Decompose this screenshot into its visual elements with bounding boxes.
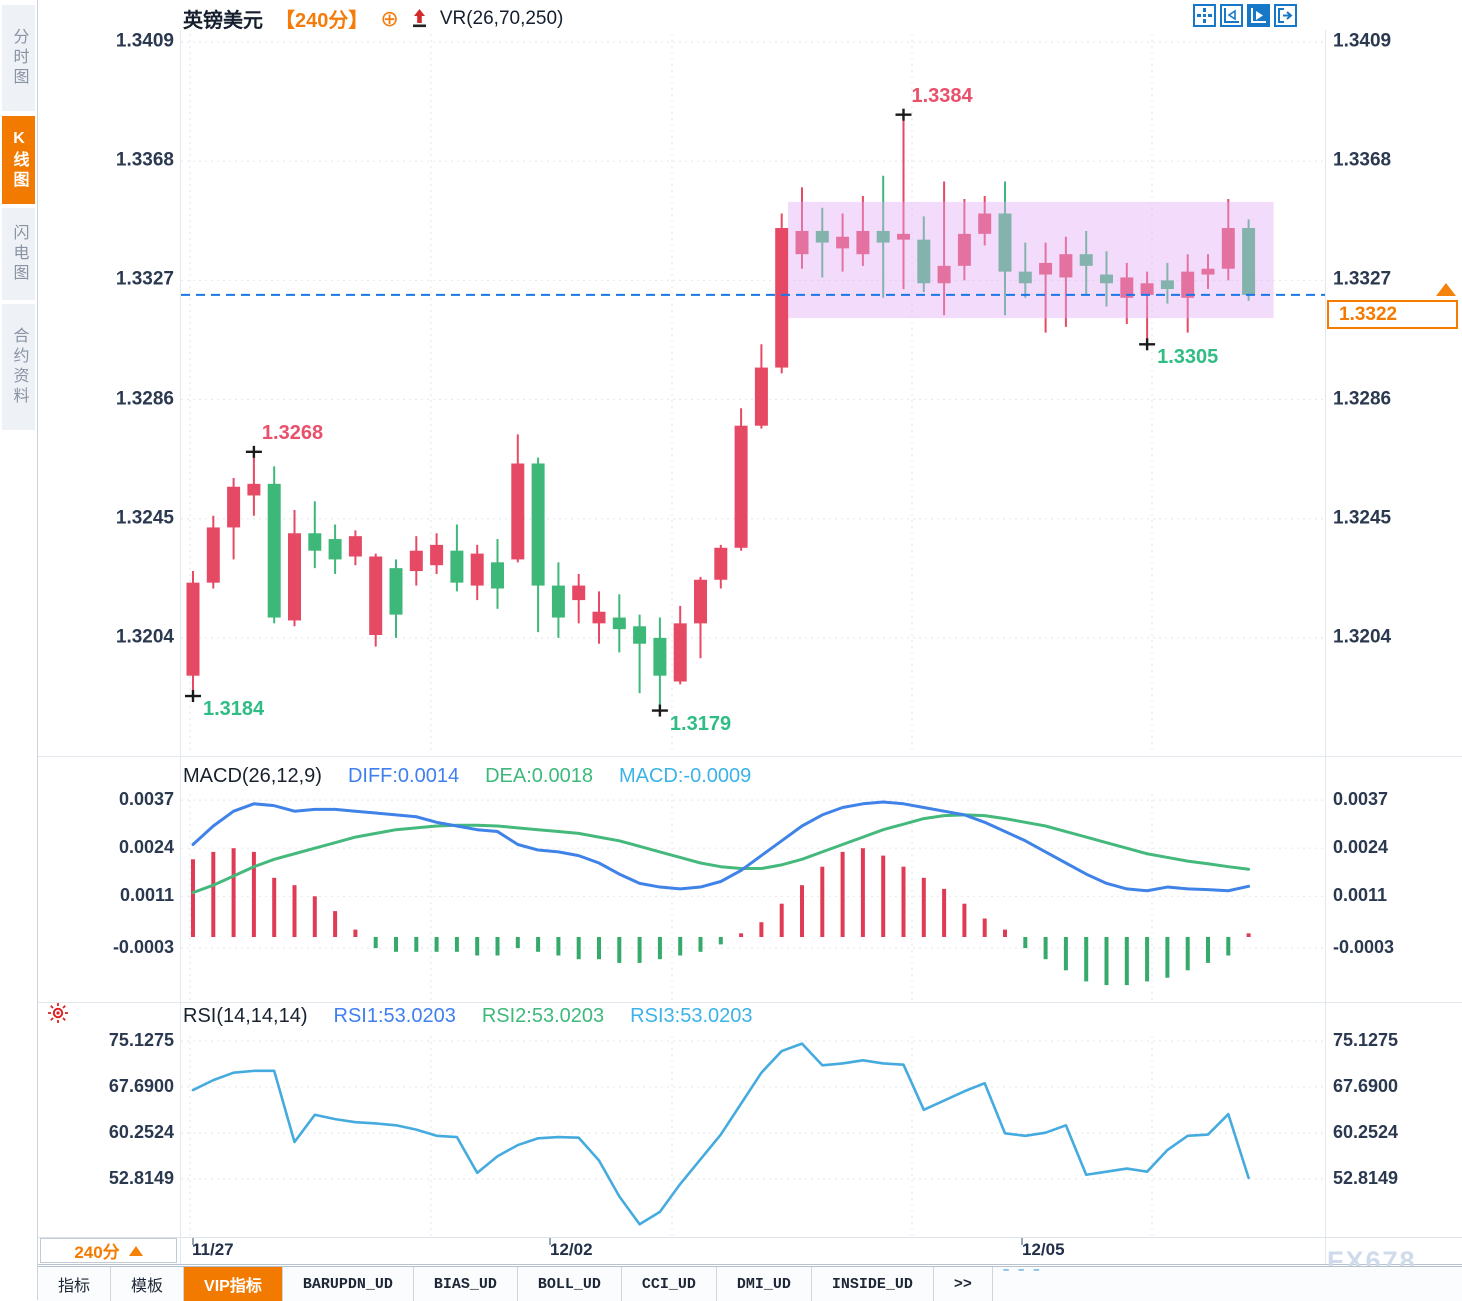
- rsi-header: RSI(14,14,14) RSI1:53.0203 RSI2:53.0203 …: [183, 1005, 753, 1028]
- scroll-indicator-dashes: – – –: [1003, 1264, 1043, 1276]
- y-axis-label: 1.3327: [115, 268, 174, 290]
- tab-more[interactable]: >>: [934, 1267, 993, 1301]
- y-axis-label: 0.0011: [1333, 885, 1388, 906]
- sidebar-tab-candle-chart[interactable]: K线图: [2, 116, 35, 204]
- y-axis-label: 1.3409: [1333, 30, 1392, 52]
- rsi2-value: RSI2:53.0203: [481, 1005, 605, 1027]
- price-up-triangle-icon: [1436, 283, 1456, 296]
- y-axis-label: 67.6900: [108, 1076, 174, 1097]
- x-axis-date: 12/05: [1022, 1240, 1065, 1259]
- tab-vip-indicators[interactable]: VIP指标: [184, 1267, 283, 1301]
- vr-indicator-label: VR(26,70,250): [439, 7, 564, 29]
- y-axis-label: 0.0024: [118, 837, 174, 858]
- circle-plus-icon[interactable]: ⊕: [380, 5, 399, 31]
- y-axis-label: 1.3204: [1333, 626, 1392, 648]
- y-axis-label: 1.3286: [115, 388, 174, 410]
- y-axis-label: 60.2524: [1333, 1122, 1399, 1143]
- sidebar-tab-timeline-chart[interactable]: 分时图: [2, 5, 35, 111]
- y-axis-label: 1.3409: [115, 30, 174, 52]
- tab-cci-ud[interactable]: CCI_UD: [622, 1267, 717, 1301]
- axis-play-icon[interactable]: [1247, 4, 1270, 27]
- low-annotation: 1.3179: [669, 712, 732, 735]
- period-selector-label: 240分: [74, 1243, 120, 1262]
- macd-value: MACD:-0.0009: [618, 765, 752, 787]
- y-axis-label: 52.8149: [1333, 1168, 1399, 1189]
- grid-layout-icon[interactable]: [1193, 4, 1216, 27]
- y-axis-label: 1.3327: [1333, 268, 1392, 290]
- sidebar-tab-contract-info[interactable]: 合约资料: [2, 304, 35, 430]
- current-price-tag: 1.3322: [1327, 300, 1458, 329]
- period-up-triangle-icon: [128, 1245, 143, 1256]
- y-axis-label: 60.2524: [108, 1122, 174, 1143]
- low-annotation: 1.3184: [203, 698, 265, 721]
- y-axis-label: 0.0011: [119, 885, 174, 906]
- macd-dea-value: DEA:0.0018: [485, 765, 593, 787]
- y-axis-label: 67.6900: [1333, 1076, 1399, 1097]
- y-axis-label: 1.3245: [115, 507, 174, 529]
- chart-toolbar: [1193, 4, 1297, 27]
- x-axis-date: 11/27: [192, 1240, 234, 1259]
- indicator-settings-sun-icon[interactable]: [47, 1002, 69, 1029]
- y-axis-label: -0.0003: [1333, 937, 1395, 958]
- y-axis-label: 1.3368: [1333, 149, 1392, 171]
- y-axis-label: 75.1275: [108, 1030, 174, 1051]
- symbol-title: 英镑美元: [183, 10, 263, 32]
- macd-header: MACD(26,12,9) DIFF:0.0014 DEA:0.0018 MAC…: [183, 765, 751, 788]
- y-axis-label: -0.0003: [112, 937, 174, 958]
- y-axis-label: 75.1275: [1333, 1030, 1399, 1051]
- tab-templates[interactable]: 模板: [111, 1267, 185, 1301]
- y-axis-label: 52.8149: [108, 1168, 174, 1189]
- tab-boll-ud[interactable]: BOLL_UD: [518, 1267, 622, 1301]
- period-badge[interactable]: 【240分】: [275, 10, 369, 32]
- y-axis-label: 0.0037: [118, 789, 174, 810]
- tab-barupdn-ud[interactable]: BARUPDN_UD: [283, 1267, 414, 1301]
- y-axis-label: 1.3286: [1333, 388, 1392, 410]
- chart-header: 英镑美元 【240分】 ⊕ VR(26,70,250): [183, 4, 563, 33]
- exit-right-icon[interactable]: [1274, 4, 1297, 27]
- x-axis-date: 12/02: [550, 1240, 593, 1259]
- tab-inside-ud[interactable]: INSIDE_UD: [812, 1267, 934, 1301]
- y-axis-label: 0.0037: [1333, 789, 1389, 810]
- high-annotation: 1.3268: [261, 421, 324, 444]
- sidebar: 分时图 K线图 闪电图 合约资料: [0, 0, 38, 1300]
- tab-indicators[interactable]: 指标: [38, 1267, 112, 1301]
- tab-bias-ud[interactable]: BIAS_UD: [414, 1267, 518, 1301]
- y-axis-label: 1.3204: [115, 626, 174, 648]
- indicator-tab-bar: 指标 模板 VIP指标 BARUPDN_UD BIAS_UD BOLL_UD C…: [38, 1266, 1462, 1301]
- rsi3-value: RSI3:53.0203: [630, 1005, 753, 1027]
- sidebar-tab-flash-chart[interactable]: 闪电图: [2, 208, 35, 300]
- y-axis-label: 0.0024: [1333, 837, 1389, 858]
- period-selector-button[interactable]: 240分: [40, 1238, 177, 1263]
- high-annotation: 1.3384: [911, 84, 973, 107]
- macd-diff-value: DIFF:0.0014: [347, 765, 460, 787]
- axis-back-icon[interactable]: [1220, 4, 1243, 27]
- rsi-title: RSI(14,14,14): [183, 1005, 308, 1027]
- up-arrow-icon: [411, 8, 428, 29]
- tab-dmi-ud[interactable]: DMI_UD: [717, 1267, 812, 1301]
- low-annotation: 1.3305: [1157, 346, 1219, 369]
- y-axis-label: 1.3245: [1333, 507, 1392, 529]
- macd-title: MACD(26,12,9): [183, 765, 322, 787]
- y-axis-label: 1.3368: [115, 149, 174, 171]
- rsi1-value: RSI1:53.0203: [333, 1005, 456, 1027]
